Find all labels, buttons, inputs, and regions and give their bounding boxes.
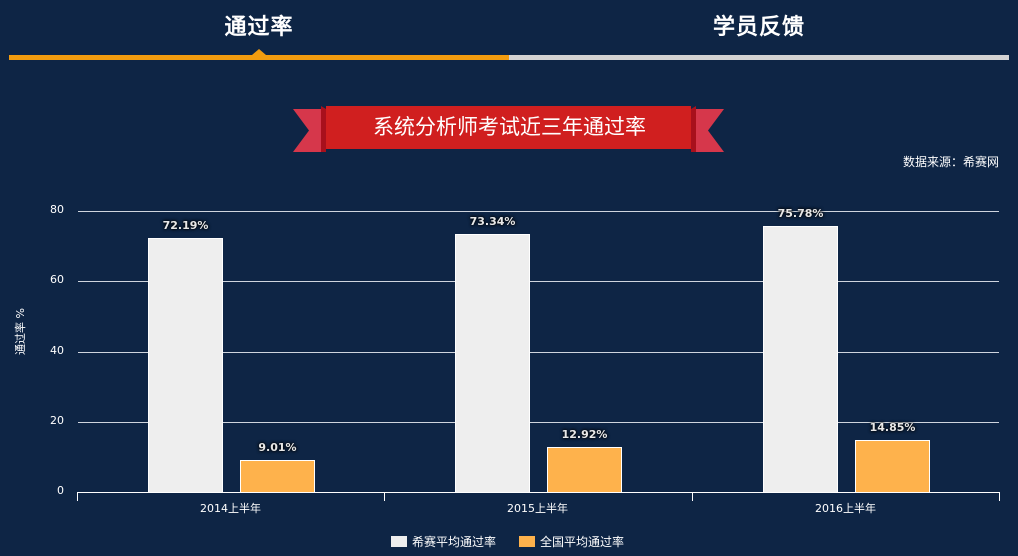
tab-bar: 通过率 学员反馈 <box>9 0 1009 62</box>
active-tab-underline <box>9 55 509 60</box>
data-source-note: 数据来源：希赛网 <box>902 155 999 169</box>
y-tick-label: 0 <box>57 484 64 497</box>
title-ribbon: 系统分析师考试近三年通过率 <box>293 106 724 153</box>
bar-xisai-1[interactable] <box>455 234 530 492</box>
bar-chart: 通过率 % 0 20 40 60 80 72.19% 73.34% 75.78% 9.01% 1… <box>0 195 1018 556</box>
bar-national-1[interactable] <box>547 446 622 492</box>
x-tick <box>77 492 78 501</box>
bar-value-label: 75.78% <box>777 206 824 220</box>
inactive-tab-underline <box>509 55 1009 60</box>
gridline <box>78 351 999 353</box>
x-tick-label: 2014上半年 <box>200 502 261 515</box>
chart-legend: 希赛平均通过率 全国平均通过率 <box>0 534 1018 552</box>
legend-label: 希赛平均通过率 <box>412 535 497 549</box>
x-tick <box>384 492 385 501</box>
legend-swatch-xisai <box>391 536 407 547</box>
bar-national-0[interactable] <box>240 460 315 492</box>
bar-national-2[interactable] <box>855 439 930 492</box>
legend-label: 全国平均通过率 <box>540 535 625 549</box>
legend-swatch-national <box>519 536 535 547</box>
x-tick-label: 2015上半年 <box>507 502 568 515</box>
chart-title: 系统分析师考试近三年通过率 <box>373 115 646 139</box>
y-tick-label: 40 <box>50 343 64 357</box>
tab-student-feedback[interactable]: 学员反馈 <box>712 15 805 40</box>
x-tick-label: 2016上半年 <box>815 502 876 515</box>
bar-value-label: 14.85% <box>869 420 916 434</box>
y-tick-label: 80 <box>50 203 64 216</box>
active-tab-pointer-icon <box>252 49 266 55</box>
x-axis-line <box>77 492 1000 493</box>
bar-value-label: 72.19% <box>162 219 209 233</box>
bar-xisai-0[interactable] <box>148 238 223 492</box>
y-axis-label: 通过率 % <box>14 308 27 355</box>
bar-value-label: 12.92% <box>561 427 608 441</box>
y-tick-label: 20 <box>50 413 64 427</box>
bar-value-label: 73.34% <box>469 215 516 229</box>
tab-pass-rate[interactable]: 通过率 <box>224 15 294 40</box>
x-tick <box>692 492 693 501</box>
x-tick <box>999 492 1000 501</box>
gridline <box>78 421 999 423</box>
y-tick-label: 60 <box>50 273 64 287</box>
gridline <box>78 211 999 212</box>
bar-value-label: 9.01% <box>258 441 297 455</box>
bar-xisai-2[interactable] <box>763 225 838 492</box>
gridline <box>78 281 999 283</box>
ribbon-shape-icon <box>293 106 724 152</box>
